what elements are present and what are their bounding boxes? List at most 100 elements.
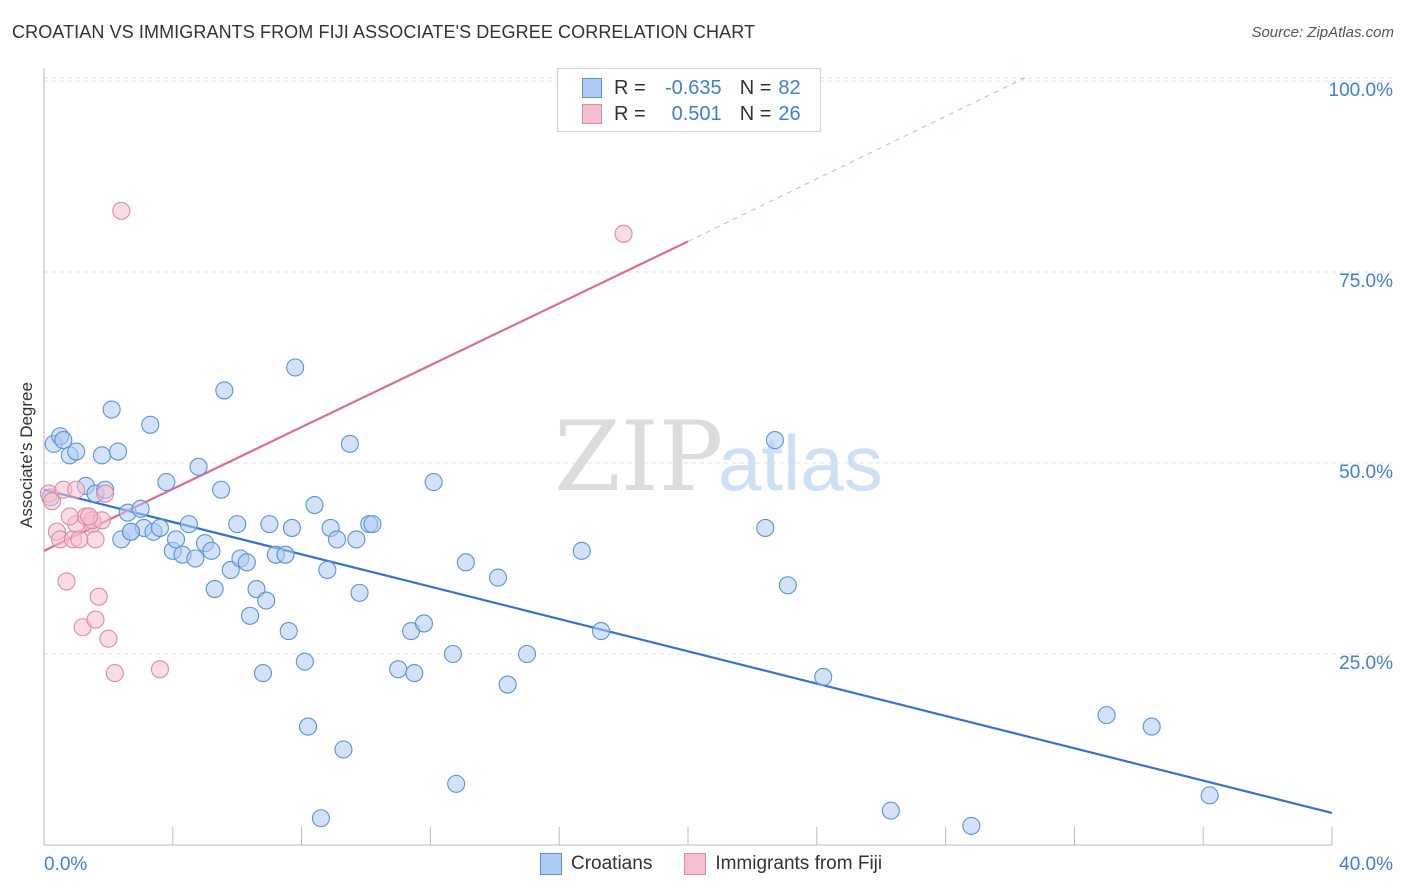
point-fiji: [42, 492, 62, 511]
y-tick-label: 50.0%: [1339, 462, 1393, 483]
point-fiji: [96, 484, 115, 503]
y-axis-label: Associate's Degree: [17, 382, 36, 528]
watermark: ZIP atlas: [554, 401, 883, 513]
point-croatians: [241, 606, 260, 625]
point-fiji: [150, 660, 169, 679]
point-croatians: [778, 576, 797, 595]
point-croatians: [498, 675, 517, 694]
point-croatians: [279, 622, 298, 641]
point-fiji: [86, 610, 105, 629]
point-fiji: [80, 507, 99, 526]
stats-box: R = -0.635 N = 82 R = 0.501 N = 26: [557, 68, 821, 132]
point-croatians: [186, 549, 205, 568]
point-croatians: [205, 580, 224, 599]
point-fiji: [105, 664, 124, 683]
point-croatians: [962, 816, 981, 835]
n-label: N =: [739, 76, 772, 99]
axes: [43, 68, 1333, 846]
trend-line-fiji: [43, 240, 689, 552]
n-value: 82: [778, 76, 801, 99]
point-croatians: [405, 664, 424, 683]
legend-label-fiji: Immigrants from Fiji: [715, 853, 883, 874]
point-croatians: [298, 717, 318, 736]
point-croatians: [189, 457, 208, 476]
point-croatians: [121, 522, 140, 541]
y-tick-label: 25.0%: [1339, 653, 1393, 674]
y-tick-label: 75.0%: [1339, 271, 1393, 292]
trend-line-fiji-extension: [687, 76, 1027, 242]
point-croatians: [150, 518, 169, 537]
point-croatians: [447, 774, 466, 793]
r-label: R =: [614, 102, 646, 125]
point-croatians: [67, 442, 86, 461]
point-croatians: [305, 495, 324, 515]
point-croatians: [215, 381, 234, 400]
point-fiji: [60, 507, 79, 526]
point-croatians: [1200, 786, 1219, 805]
watermark-atlas: atlas: [718, 419, 883, 507]
x-tick-label: 0.0%: [44, 854, 87, 875]
legend-item-croatians[interactable]: Croatians: [540, 853, 652, 875]
point-croatians: [212, 480, 231, 499]
point-croatians: [350, 583, 369, 602]
n-value: 26: [778, 102, 801, 125]
point-croatians: [311, 809, 330, 828]
point-croatians: [260, 515, 279, 534]
point-croatians: [202, 541, 221, 560]
point-croatians: [257, 591, 276, 610]
point-croatians: [456, 553, 475, 572]
trend-line-croatians: [43, 488, 1333, 814]
stats-row-croatians: R = -0.635 N = 82: [582, 76, 801, 100]
point-croatians: [157, 473, 176, 492]
point-croatians: [54, 431, 73, 450]
point-croatians: [253, 664, 273, 683]
point-croatians: [488, 568, 508, 587]
swatch-croatians: [582, 78, 602, 98]
point-croatians: [141, 415, 160, 434]
legend-item-fiji[interactable]: Immigrants from Fiji: [684, 853, 882, 875]
point-croatians: [424, 473, 443, 492]
point-croatians: [414, 614, 434, 633]
stats-row-fiji: R = 0.501 N = 26: [582, 102, 801, 126]
point-croatians: [179, 515, 198, 534]
point-croatians: [340, 434, 359, 453]
source-credit: Source: ZipAtlas.com: [1251, 24, 1394, 41]
point-croatians: [517, 644, 537, 664]
data-points: [39, 201, 1219, 835]
point-croatians: [237, 553, 256, 572]
legend: Croatians Immigrants from Fiji: [540, 852, 914, 876]
point-croatians: [327, 530, 347, 549]
r-label: R =: [614, 76, 646, 99]
point-croatians: [347, 530, 366, 549]
x-tick-label: 40.0%: [1339, 854, 1393, 875]
legend-swatch-fiji: [684, 853, 707, 875]
r-value: -0.635: [664, 76, 722, 99]
point-croatians: [572, 541, 591, 560]
point-fiji: [70, 530, 89, 549]
point-fiji: [614, 224, 633, 243]
point-croatians: [592, 622, 611, 641]
r-value: 0.501: [671, 102, 722, 125]
point-fiji: [57, 572, 76, 591]
point-croatians: [814, 667, 833, 686]
point-croatians: [286, 358, 305, 377]
trend-lines: [43, 76, 1333, 814]
point-fiji: [89, 587, 108, 606]
point-croatians: [881, 801, 900, 820]
swatch-fiji: [582, 104, 602, 124]
point-croatians: [295, 652, 314, 671]
point-fiji: [112, 201, 131, 220]
point-fiji: [67, 480, 86, 499]
point-croatians: [282, 518, 301, 537]
point-croatians: [318, 560, 337, 580]
n-label: N =: [739, 102, 772, 125]
point-croatians: [443, 644, 462, 664]
point-croatians: [102, 400, 121, 419]
point-croatians: [228, 515, 247, 534]
watermark-zip: ZIP: [554, 401, 723, 513]
point-croatians: [166, 530, 186, 549]
point-fiji: [86, 530, 105, 549]
point-croatians: [92, 446, 112, 465]
tick-labels: 25.0% 50.0% 75.0% 100.0% 0.0% 40.0%: [44, 80, 1393, 875]
